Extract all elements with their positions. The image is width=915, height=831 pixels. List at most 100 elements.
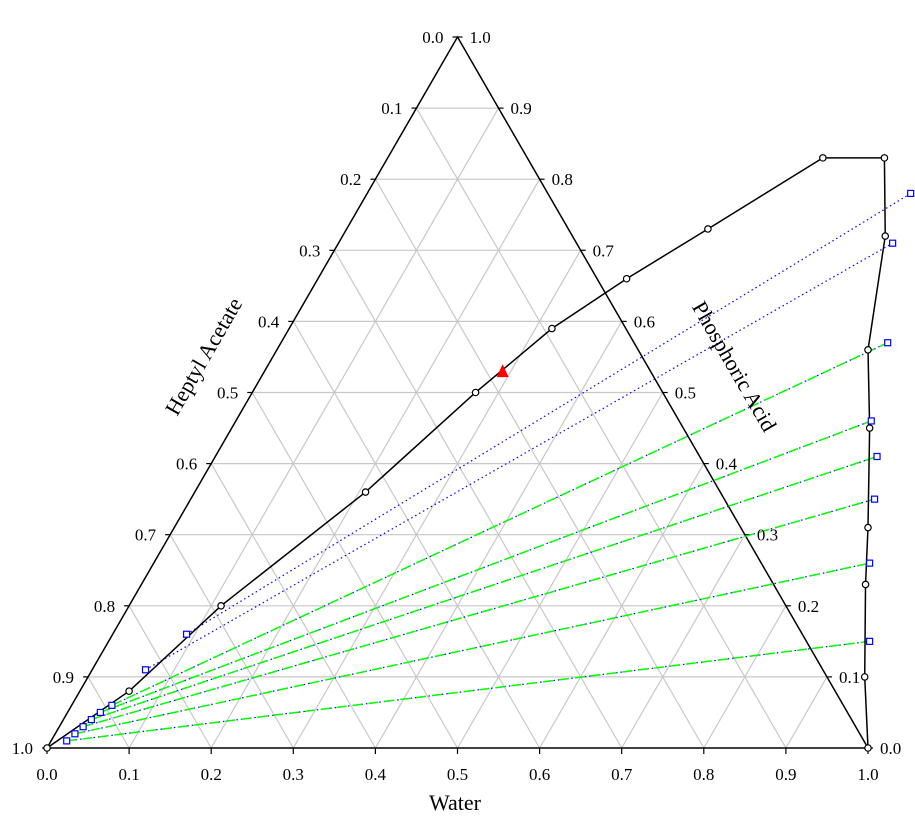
bottom-tick-label: 1.0 [857, 765, 878, 784]
grid-line [169, 534, 294, 749]
tie-line-point [889, 239, 897, 247]
right-tick-label: 0.9 [511, 99, 532, 118]
tie-line-point [870, 495, 879, 503]
tie-line-point [63, 737, 71, 745]
bottom-tick-label: 0.2 [201, 765, 222, 784]
right-tick-label: 0.7 [593, 241, 615, 260]
tie-line-point [907, 189, 915, 198]
experimental-tie-line [186, 192, 912, 635]
tie-line-point [71, 730, 79, 738]
grid-line [333, 250, 623, 749]
left-axis-ticks: 0.0 0.1 0.2 0.3 0.4 0.5 0.6 0.7 0.8 0.9 1.0 [12, 28, 444, 758]
left-tick-label: 0.6 [176, 455, 197, 474]
binodal-point [881, 232, 890, 240]
grid-layer [87, 107, 828, 749]
right-axis-title: Phosphoric Acid [687, 297, 782, 436]
tie-line-point [866, 637, 874, 645]
grid-line [292, 250, 582, 749]
triangle-frame [42, 35, 873, 754]
bottom-tick-label: 0.8 [693, 765, 714, 784]
right-tick-label: 0.0 [880, 739, 901, 758]
right-tick-label: 0.1 [839, 668, 860, 687]
experimental-tie-line [111, 342, 888, 706]
tie-line-point [96, 708, 104, 717]
binodal-point [864, 346, 872, 354]
binodal-point [864, 523, 872, 532]
bottom-tick-label: 0.5 [447, 765, 468, 784]
grid-line [374, 178, 705, 749]
bottom-tick-label: 0.6 [529, 765, 550, 784]
tie-line-point [79, 723, 87, 731]
grid-line [292, 321, 541, 749]
binodal-point [880, 154, 889, 162]
grid-line [128, 107, 500, 749]
binodal-point [361, 488, 370, 496]
tie-line-point [141, 666, 150, 674]
bottom-axis-ticks: 0.0 0.1 0.2 0.3 0.4 0.5 0.6 0.7 0.8 0.9 1.0 [36, 765, 878, 784]
binodal-point [704, 225, 712, 233]
grid-line [621, 534, 746, 749]
binodal-point [860, 673, 869, 681]
binodal-point [622, 274, 631, 283]
left-tick-label: 0.9 [53, 668, 74, 687]
bottom-tick-label: 0.0 [36, 765, 57, 784]
calculated-tie-line [111, 342, 889, 707]
binodal-point [43, 744, 51, 752]
calculated-tie-line [74, 562, 870, 735]
binodal-point [861, 580, 870, 589]
binodal-point [471, 388, 480, 397]
tie-line-point [873, 452, 881, 461]
tie-line-point [867, 417, 875, 425]
grid-line [251, 392, 459, 749]
grid-line [87, 676, 130, 749]
left-tick-label: 1.0 [12, 739, 33, 758]
tie-lines [66, 192, 912, 742]
binodal-line [46, 157, 886, 749]
right-tick-label: 0.2 [798, 597, 819, 616]
bottom-tick-label: 0.3 [283, 765, 304, 784]
binodal-point [125, 687, 133, 695]
calculated-tie-line [66, 640, 870, 742]
bottom-tick-label: 0.1 [118, 765, 139, 784]
tie-line-point [884, 339, 892, 347]
experimental-tie-line [145, 242, 893, 671]
left-tick-label: 0.0 [422, 28, 443, 47]
left-tick-label: 0.2 [340, 170, 361, 189]
bottom-tick-label: 0.7 [611, 765, 633, 784]
left-tick-label: 0.5 [217, 384, 238, 403]
right-tick-label: 0.4 [716, 455, 738, 474]
left-tick-label: 0.1 [381, 99, 402, 118]
binodal-curve [46, 157, 886, 749]
tie-line-point [182, 630, 191, 638]
left-tick-label: 0.8 [94, 597, 115, 616]
calculated-tie-line [82, 498, 875, 728]
binodal-point [217, 601, 225, 610]
left-tick-label: 0.3 [299, 241, 320, 260]
grid-line [415, 107, 787, 749]
bottom-axis-title: Water [429, 790, 482, 815]
markers [43, 154, 915, 752]
binodal-point [865, 424, 874, 432]
right-axis-ticks: 1.0 0.9 0.8 0.7 0.6 0.5 0.4 0.3 0.2 0.1 0.0 [470, 28, 902, 758]
binodal-point [864, 744, 872, 752]
bottom-tick-label: 0.4 [365, 765, 387, 784]
binodal-point [548, 324, 556, 333]
right-tick-label: 0.3 [757, 526, 778, 545]
grid-line [456, 392, 664, 749]
grid-line [785, 676, 828, 749]
tie-line-point [87, 715, 95, 724]
tie-line-point [866, 559, 874, 567]
right-tick-label: 0.5 [675, 384, 696, 403]
left-tick-label: 0.4 [258, 312, 280, 331]
binodal-point [819, 154, 827, 162]
left-tick-label: 0.7 [135, 526, 157, 545]
calculated-tie-line [91, 455, 878, 721]
plait-point [496, 364, 509, 378]
calculated-tie-line [100, 420, 872, 714]
grid-line [210, 463, 376, 749]
right-tick-label: 0.8 [552, 170, 573, 189]
experimental-tie-line [91, 455, 878, 721]
right-tick-label: 1.0 [470, 28, 491, 47]
right-tick-label: 0.6 [634, 312, 655, 331]
